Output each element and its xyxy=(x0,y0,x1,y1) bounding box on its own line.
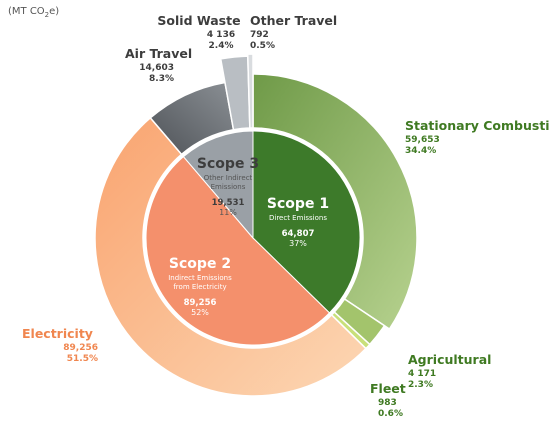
air-travel-outer-value: 14,603 xyxy=(139,63,174,73)
outer-slice-other-travel xyxy=(246,53,254,129)
inner-slice-scope-2 xyxy=(145,155,331,346)
air-travel-outer-pct: 8.3% xyxy=(149,74,174,84)
inner-slice-scope-1 xyxy=(252,130,361,314)
solid-waste-outer-value: 4 136 xyxy=(207,30,235,40)
agricultural-outer-label: Agricultural xyxy=(408,352,491,367)
fleet-outer-pct: 0.6% xyxy=(378,409,403,419)
scope-2-pct: 52% xyxy=(191,308,209,317)
scope-3-label: Scope 3 xyxy=(197,156,259,172)
scope-3-pct: 11% xyxy=(219,208,237,217)
inner-ring xyxy=(145,130,361,346)
agricultural-outer-pct: 2.3% xyxy=(408,380,433,390)
scope-1-label: Scope 1 xyxy=(267,196,329,212)
scope-1-pct: 37% xyxy=(289,239,307,248)
electricity-outer-label: Electricity xyxy=(22,326,93,341)
outer-slice-electricity xyxy=(94,116,367,397)
unit-label: (MT CO2e) xyxy=(8,6,60,19)
stationary-combustion-outer-value: 59,653 xyxy=(405,135,440,145)
air-travel-outer-label: Air Travel xyxy=(125,46,192,61)
solid-waste-outer-label: Solid Waste xyxy=(157,13,240,28)
solid-waste-outer-pct: 2.4% xyxy=(209,41,234,51)
electricity-outer-value: 89,256 xyxy=(63,343,98,353)
stationary-combustion-outer-label: Stationary Combustion xyxy=(405,118,550,133)
stationary-combustion-outer-pct: 34.4% xyxy=(405,146,436,156)
scope-2-label: Scope 2 xyxy=(169,256,231,272)
fleet-outer-value: 983 xyxy=(378,398,397,408)
scope-3-desc-2: Emissions xyxy=(211,183,246,191)
outer-ring xyxy=(94,53,418,397)
other-travel-outer-value: 792 xyxy=(250,30,269,40)
outer-slice-stationary-combustion xyxy=(252,73,418,331)
scope-1-value: 64,807 xyxy=(282,229,315,239)
other-travel-outer-pct: 0.5% xyxy=(250,41,275,51)
other-travel-outer-label: Other Travel xyxy=(250,13,337,28)
scope-3-value: 19,531 xyxy=(212,198,245,208)
scope-2-value: 89,256 xyxy=(184,298,217,308)
inner-slice-scope-3 xyxy=(182,130,254,240)
scope-2-desc: Indirect Emissions xyxy=(168,274,232,282)
electricity-outer-pct: 51.5% xyxy=(67,354,98,364)
agricultural-outer-value: 4 171 xyxy=(408,369,436,379)
fleet-outer-label: Fleet xyxy=(370,381,406,396)
scope-3-desc: Other Indirect xyxy=(204,174,253,182)
scope-1-desc: Direct Emissions xyxy=(269,214,327,222)
scope-2-desc-2: from Electricity xyxy=(173,283,226,291)
